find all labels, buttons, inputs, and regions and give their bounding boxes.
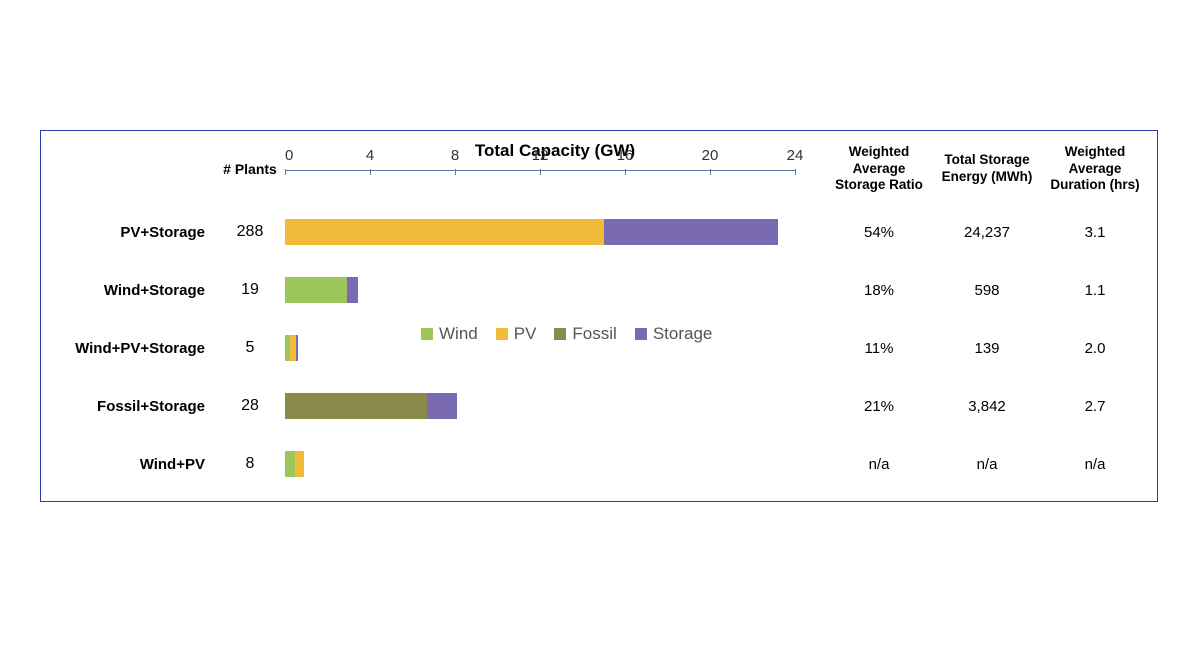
energy-value: 598 [933,282,1041,299]
x-tick [455,169,456,175]
x-tick [710,169,711,175]
x-axis: 04812162024 [285,170,795,195]
plants-value: 5 [215,339,285,357]
row-label: Wind+PV+Storage [41,340,215,357]
bar-segment-storage [427,393,457,419]
x-tick [795,169,796,175]
bar-cell [285,377,825,435]
stacked-bar [285,451,795,477]
x-tick-label: 0 [285,147,293,164]
legend-item-fossil: Fossil [554,324,616,344]
plants-value: 288 [215,223,285,241]
chart-panel: # Plants Total Capacity (GW) 04812162024… [40,130,1158,502]
legend-swatch [554,328,566,340]
table-row: PV+Storage288 54%24,2373.1 [41,203,1157,261]
bar-cell [285,261,825,319]
col-head-duration: Weighted Average Duration (hrs) [1041,144,1149,195]
legend-label: Wind [439,324,478,344]
col-head-plants: # Plants [215,161,285,177]
row-label: Fossil+Storage [41,398,215,415]
ratio-value: n/a [825,456,933,473]
energy-value: n/a [933,456,1041,473]
duration-value: 2.7 [1041,398,1149,415]
bar-segment-pv [285,219,604,245]
header-row: # Plants Total Capacity (GW) 04812162024… [41,131,1157,203]
ratio-value: 18% [825,282,933,299]
legend-swatch [421,328,433,340]
bar-cell [285,203,825,261]
x-tick-label: 16 [617,147,634,164]
legend-item-wind: Wind [421,324,478,344]
chart-header: Total Capacity (GW) 04812162024 [285,139,825,199]
stacked-bar [285,393,795,419]
x-tick-label: 12 [532,147,549,164]
x-tick-label: 4 [366,147,374,164]
row-label: Wind+PV [41,456,215,473]
legend-item-pv: PV [496,324,537,344]
bar-segment-storage [347,277,359,303]
legend: Wind PV Fossil Storage [421,324,712,344]
bar-segment-wind [285,277,347,303]
bar-cell [285,435,825,493]
duration-value: 3.1 [1041,224,1149,241]
stacked-bar [285,277,795,303]
row-label: PV+Storage [41,224,215,241]
legend-label: Storage [653,324,713,344]
x-tick [370,169,371,175]
legend-label: Fossil [572,324,616,344]
x-tick [285,169,286,175]
table-row: Wind+Storage19 18%5981.1 [41,261,1157,319]
x-tick [540,169,541,175]
table-row: Fossil+Storage28 21%3,8422.7 [41,377,1157,435]
energy-value: 24,237 [933,224,1041,241]
bar-segment-wind [285,451,295,477]
x-tick-label: 8 [451,147,459,164]
bar-segment-storage [296,335,298,361]
duration-value: 2.0 [1041,340,1149,357]
bar-segment-fossil [285,393,427,419]
plants-value: 8 [215,455,285,473]
data-rows: PV+Storage28854%24,2373.1Wind+Storage191… [41,203,1157,493]
plants-value: 19 [215,281,285,299]
duration-value: 1.1 [1041,282,1149,299]
ratio-value: 54% [825,224,933,241]
col-head-ratio: Weighted Average Storage Ratio [825,144,933,195]
table-row: Wind+PV8n/an/an/a [41,435,1157,493]
legend-swatch [496,328,508,340]
duration-value: n/a [1041,456,1149,473]
bar-segment-pv [295,451,305,477]
legend-item-storage: Storage [635,324,713,344]
stacked-bar [285,219,795,245]
x-tick [625,169,626,175]
bar-segment-storage [604,219,778,245]
x-tick-label: 24 [787,147,804,164]
legend-swatch [635,328,647,340]
plants-value: 28 [215,397,285,415]
ratio-value: 21% [825,398,933,415]
legend-label: PV [514,324,537,344]
row-label: Wind+Storage [41,282,215,299]
energy-value: 3,842 [933,398,1041,415]
ratio-value: 11% [825,340,933,357]
col-head-energy: Total Storage Energy (MWh) [933,152,1041,186]
x-tick-label: 20 [702,147,719,164]
energy-value: 139 [933,340,1041,357]
